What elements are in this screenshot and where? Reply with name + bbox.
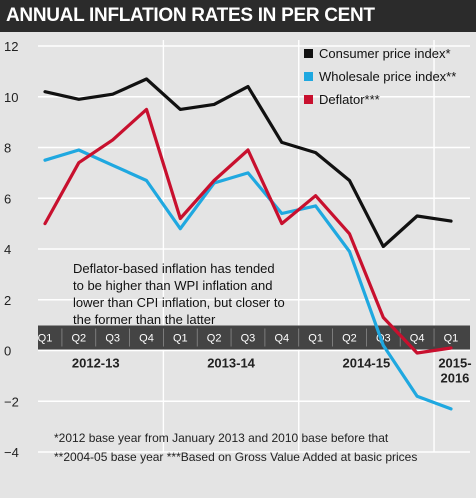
chart-title-bar: ANNUAL INFLATION RATES IN PER CENT <box>0 0 476 32</box>
footnotes: *2012 base year from January 2013 and 20… <box>54 431 417 464</box>
series-line <box>43 107 453 355</box>
footnote: **2004-05 base year ***Based on Gross Va… <box>54 450 417 464</box>
y-tick-label: 0 <box>4 344 11 359</box>
annotation: Deflator-based inflation has tended to be… <box>73 261 285 327</box>
gridlines <box>38 40 470 453</box>
y-tick-label: 8 <box>4 141 11 156</box>
fiscal-year-labels: 2012-13 2013-14 2014-15 2015-2016 <box>72 356 472 386</box>
annotation-line: Deflator-based inflation has tended <box>73 261 275 276</box>
x-tick-label: Q1 <box>38 333 53 345</box>
x-tick-label: Q4 <box>139 333 154 345</box>
x-tick-label: Q2 <box>71 333 86 345</box>
y-tick-label: 6 <box>4 191 11 206</box>
series-line <box>43 148 453 411</box>
chart-title: ANNUAL INFLATION RATES IN PER CENT <box>6 5 375 26</box>
x-tick-label: Q1 <box>173 333 188 345</box>
legend-label: Wholesale price index** <box>319 69 456 84</box>
y-tick-label: 10 <box>4 90 18 105</box>
legend-swatch <box>304 72 313 81</box>
x-tick-label: Q1 <box>308 333 323 345</box>
fiscal-year-label: 2016 <box>440 371 469 386</box>
legend-swatch <box>304 49 313 58</box>
x-tick-label: Q3 <box>105 333 120 345</box>
series-line <box>43 77 453 249</box>
x-tick-label: Q3 <box>241 333 256 345</box>
quarter-band-bg <box>38 325 470 350</box>
series-lines <box>43 77 453 411</box>
legend-label: Deflator*** <box>319 92 380 107</box>
fiscal-year-label: 2014-15 <box>343 356 391 371</box>
legend-swatch <box>304 95 313 104</box>
y-tick-label: 12 <box>4 39 18 54</box>
quarter-band: Q1 Q2 Q3 Q4 Q1 Q2 Q3 Q4 Q1 Q2 Q3 Q4 Q1 <box>38 325 470 350</box>
annotation-line: lower than CPI inflation, but closer to <box>73 295 285 310</box>
fiscal-year-label: 2013-14 <box>207 356 255 371</box>
annotation-line: to be higher than WPI inflation and <box>73 278 272 293</box>
legend-label: Consumer price index* <box>319 46 451 61</box>
x-tick-label: Q2 <box>342 333 357 345</box>
x-tick-label: Q4 <box>274 333 289 345</box>
y-tick-label: −2 <box>4 394 19 409</box>
x-tick-label: Q2 <box>207 333 222 345</box>
fiscal-year-label: 2012-13 <box>72 356 120 371</box>
x-tick-label: Q4 <box>410 333 425 345</box>
chart-area: 12 10 8 6 4 2 0 −2 −4 Q1 Q2 Q3 Q4 Q1 Q2 Q3 Q4 Q1 Q2 Q3 Q4 Q1… <box>0 32 476 498</box>
footnote: *2012 base year from January 2013 and 20… <box>54 431 389 445</box>
fiscal-year-label: 2015- <box>438 356 471 371</box>
y-tick-label: 2 <box>4 293 11 308</box>
y-axis-ticks: 12 10 8 6 4 2 0 −2 −4 <box>4 39 19 460</box>
legend: Consumer price index* Wholesale price ind… <box>304 46 456 107</box>
x-tick-label: Q1 <box>444 333 459 345</box>
y-tick-label: −4 <box>4 445 19 460</box>
annotation-line: the former than the latter <box>73 312 216 327</box>
y-tick-label: 4 <box>4 242 11 257</box>
